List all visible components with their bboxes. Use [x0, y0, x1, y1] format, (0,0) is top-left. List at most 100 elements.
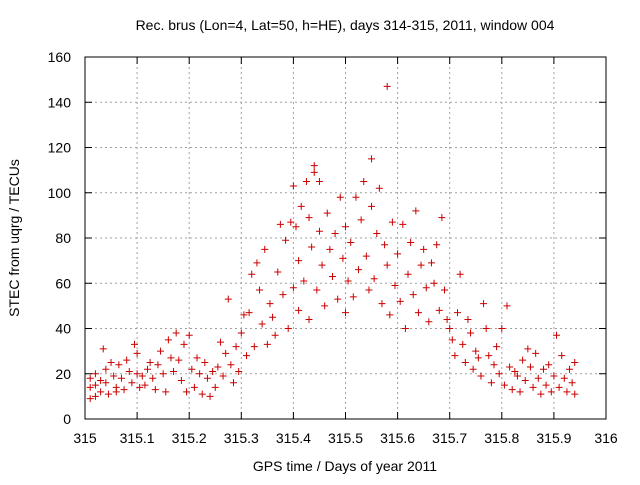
data-point	[321, 302, 329, 310]
data-point	[245, 309, 253, 317]
data-point	[91, 370, 99, 378]
data-point	[170, 367, 178, 375]
data-point	[177, 377, 185, 385]
data-point	[519, 356, 527, 364]
data-point	[459, 340, 467, 348]
data-point	[123, 356, 131, 364]
data-point	[211, 383, 219, 391]
data-point	[328, 272, 336, 280]
data-point	[216, 338, 224, 346]
data-point	[138, 372, 146, 380]
data-point	[167, 354, 175, 362]
data-point	[360, 177, 368, 185]
data-point	[326, 245, 334, 253]
y-tick-labels: 0 20 40 60 80 100 120 140 160	[48, 49, 72, 427]
y-tick-label: 60	[55, 275, 71, 291]
x-tick-label: 315.7	[432, 430, 467, 446]
data-point	[503, 302, 511, 310]
data-point	[563, 388, 571, 396]
y-tick-label: 80	[55, 230, 71, 246]
data-point	[162, 388, 170, 396]
data-point	[383, 82, 391, 90]
data-point	[263, 340, 271, 348]
data-point	[110, 372, 118, 380]
x-tick-label: 315.3	[224, 430, 259, 446]
data-point	[203, 374, 211, 382]
data-point	[440, 286, 448, 294]
data-point	[339, 254, 347, 262]
x-tick-label: 315.4	[276, 430, 311, 446]
data-point	[487, 379, 495, 387]
data-point	[526, 363, 534, 371]
y-tick-label: 20	[55, 366, 71, 382]
data-point	[300, 277, 308, 285]
data-point	[237, 329, 245, 337]
data-point	[344, 277, 352, 285]
data-point	[315, 227, 323, 235]
data-point	[125, 367, 133, 375]
data-point	[292, 223, 300, 231]
data-point	[513, 372, 521, 380]
data-point	[532, 349, 540, 357]
data-point	[370, 275, 378, 283]
y-tick-label: 100	[48, 185, 72, 201]
data-point	[282, 236, 290, 244]
data-point	[99, 345, 107, 353]
data-point	[422, 284, 430, 292]
data-point	[558, 352, 566, 360]
data-point	[420, 245, 428, 253]
data-point	[86, 383, 94, 391]
data-point	[412, 207, 420, 215]
data-point	[164, 336, 172, 344]
data-point	[454, 309, 462, 317]
y-tick-label: 0	[63, 411, 71, 427]
data-point	[485, 352, 493, 360]
y-axis-label: STEC from uqrg / TECUs	[6, 159, 22, 317]
x-tick-label: 315.6	[380, 430, 415, 446]
data-point	[553, 331, 561, 339]
data-point	[141, 381, 149, 389]
data-point	[378, 300, 386, 308]
x-tick-label: 315.8	[484, 430, 519, 446]
data-point	[175, 356, 183, 364]
data-point	[240, 311, 248, 319]
data-point	[407, 239, 415, 247]
data-point	[368, 202, 376, 210]
data-point	[271, 331, 279, 339]
data-point	[315, 177, 323, 185]
data-point	[404, 270, 412, 278]
data-point	[198, 390, 206, 398]
y-tick-label: 40	[55, 321, 71, 337]
data-point	[248, 270, 256, 278]
data-point	[258, 320, 266, 328]
data-point	[480, 300, 488, 308]
data-point	[373, 229, 381, 237]
data-point	[193, 354, 201, 362]
data-point	[547, 388, 555, 396]
data-point	[97, 388, 105, 396]
data-point	[201, 358, 209, 366]
data-point	[261, 245, 269, 253]
data-point	[253, 259, 261, 267]
data-point	[451, 352, 459, 360]
data-point	[401, 325, 409, 332]
data-point	[347, 239, 355, 247]
data-point	[386, 311, 394, 319]
data-point	[448, 336, 456, 344]
data-point	[477, 372, 485, 380]
data-point	[506, 363, 514, 371]
data-point	[97, 377, 105, 385]
data-point	[196, 370, 204, 378]
data-point	[357, 216, 365, 224]
x-tick-label: 315	[73, 430, 97, 446]
data-point	[86, 395, 94, 403]
data-point	[256, 286, 264, 294]
data-point	[144, 365, 152, 373]
x-axis-label: GPS time / Days of year 2011	[253, 458, 437, 474]
data-point	[276, 220, 284, 228]
data-point	[219, 372, 227, 380]
x-tick-label: 316	[594, 430, 618, 446]
data-point	[180, 340, 188, 348]
data-point	[482, 325, 490, 332]
data-point	[297, 202, 305, 210]
